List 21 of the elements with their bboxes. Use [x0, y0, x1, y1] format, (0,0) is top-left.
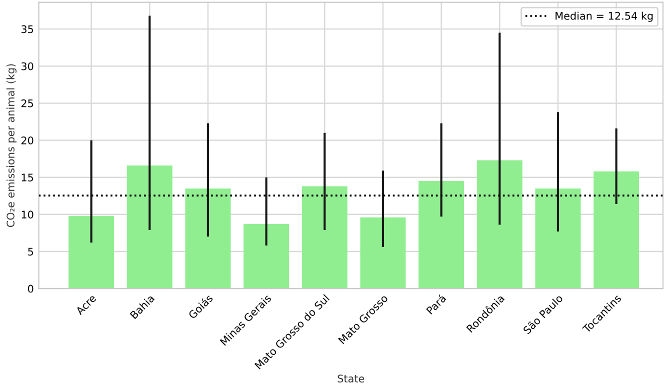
bar	[185, 188, 231, 289]
bar	[476, 160, 522, 289]
y-tick-label: 15	[22, 174, 34, 182]
bar	[244, 224, 290, 289]
bar	[594, 171, 640, 289]
y-tick-label: 0	[28, 284, 34, 293]
bar	[535, 188, 581, 289]
bar	[360, 217, 406, 289]
y-axis-title: CO₂e emissions per animal (kg)	[6, 64, 17, 228]
y-tick-label: 30	[21, 62, 34, 70]
y-tick-label: 35	[21, 25, 34, 34]
y-tick-label: 5	[28, 248, 34, 256]
y-tick-label: 20	[21, 136, 34, 144]
bar	[68, 216, 114, 289]
y-tick-label: 25	[21, 99, 34, 108]
bar	[126, 165, 172, 289]
x-axis-title: State	[338, 374, 364, 383]
bar	[302, 186, 348, 289]
bar	[418, 181, 464, 289]
legend-label: Median = 12.54 kg	[556, 12, 653, 22]
y-tick-label: 10	[22, 210, 34, 219]
